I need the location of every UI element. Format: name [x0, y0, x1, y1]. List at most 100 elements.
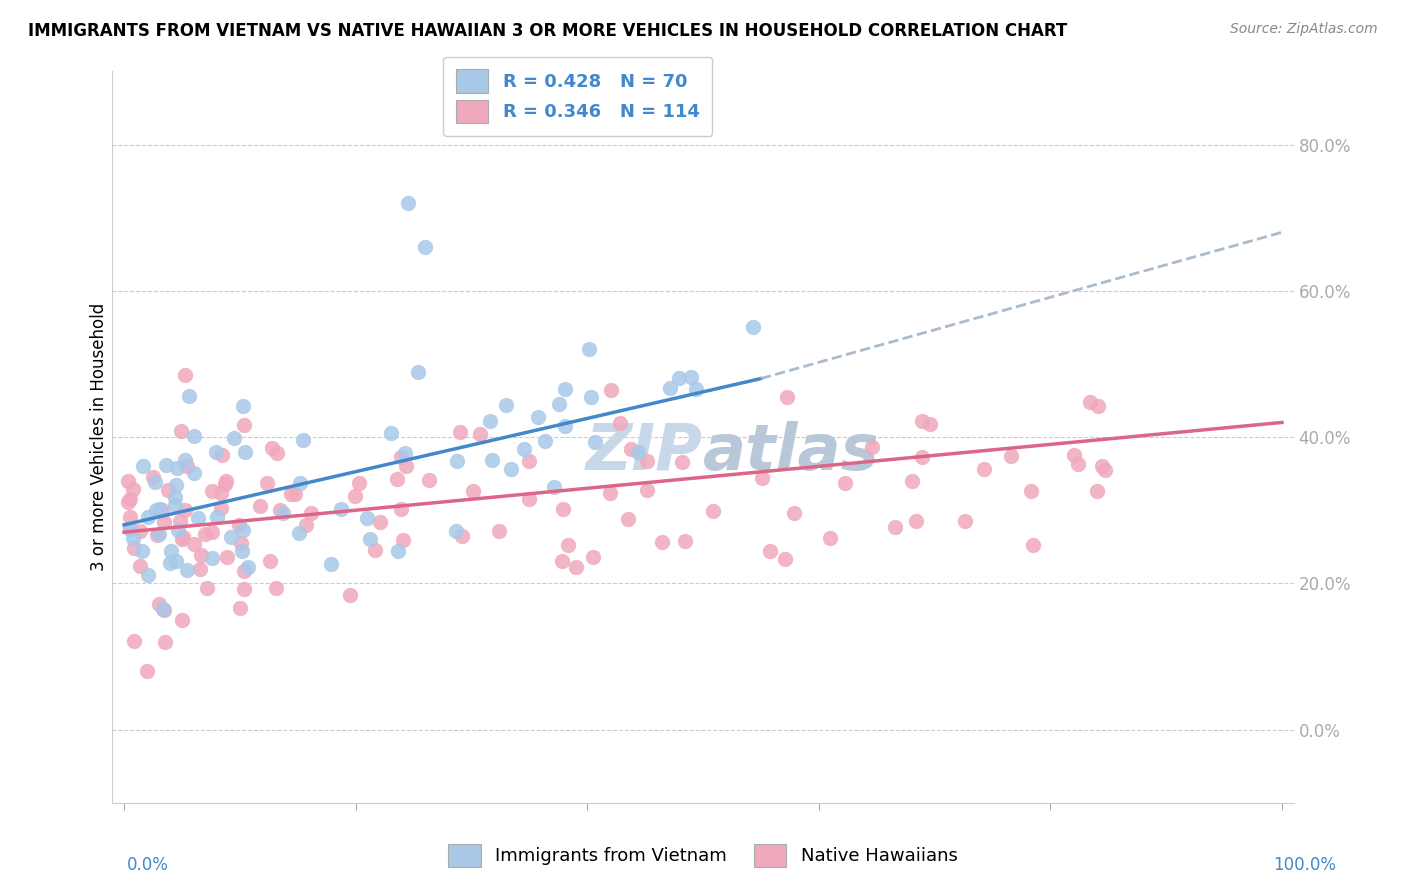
Point — [673, 534, 696, 549]
Point — [742, 320, 765, 334]
Point — [166, 524, 188, 538]
Point — [295, 517, 318, 532]
Point — [481, 453, 503, 467]
Legend: Immigrants from Vietnam, Native Hawaiians: Immigrants from Vietnam, Native Hawaiian… — [449, 844, 957, 867]
Point — [356, 511, 378, 525]
Point — [200, 551, 222, 566]
Point — [124, 634, 146, 648]
Point — [153, 635, 176, 649]
Point — [413, 240, 436, 254]
Point — [170, 613, 193, 627]
Point — [659, 381, 682, 395]
Point — [215, 474, 238, 488]
Point — [128, 558, 150, 573]
Point — [609, 416, 631, 430]
Point — [860, 440, 883, 454]
Point — [468, 427, 491, 442]
Point — [194, 527, 217, 541]
Point — [685, 383, 707, 397]
Point — [132, 458, 155, 473]
Point — [231, 536, 253, 550]
Point — [232, 564, 254, 578]
Point — [408, 365, 430, 379]
Point — [170, 425, 193, 439]
Point — [152, 503, 174, 517]
Point — [450, 529, 472, 543]
Point — [118, 522, 141, 536]
Point — [219, 530, 242, 544]
Point — [122, 531, 145, 545]
Point — [205, 445, 228, 459]
Point — [1067, 457, 1090, 471]
Point — [1094, 463, 1116, 477]
Point — [122, 482, 145, 496]
Point — [395, 459, 418, 474]
Point — [751, 471, 773, 485]
Point — [583, 435, 606, 450]
Point — [149, 502, 172, 516]
Point — [636, 454, 658, 468]
Point — [163, 498, 186, 512]
Point — [1019, 484, 1042, 499]
Point — [446, 454, 468, 468]
Point — [773, 552, 796, 566]
Point — [389, 502, 412, 516]
Point — [159, 556, 181, 570]
Point — [368, 516, 391, 530]
Point — [553, 501, 575, 516]
Point — [391, 533, 413, 547]
Point — [380, 425, 402, 440]
Point — [148, 526, 170, 541]
Point — [953, 514, 976, 528]
Point — [201, 524, 224, 539]
Point — [394, 446, 416, 460]
Point — [973, 461, 995, 475]
Point — [217, 549, 239, 564]
Point — [176, 458, 198, 473]
Point — [548, 397, 571, 411]
Point — [364, 543, 387, 558]
Point — [231, 543, 253, 558]
Point — [214, 477, 236, 491]
Point — [519, 454, 541, 468]
Point — [321, 558, 343, 572]
Point — [224, 431, 246, 445]
Point — [517, 492, 540, 507]
Point — [229, 600, 252, 615]
Point — [1078, 395, 1101, 409]
Point — [165, 478, 187, 492]
Point — [389, 450, 412, 464]
Point — [183, 429, 205, 443]
Point — [616, 512, 638, 526]
Point — [166, 460, 188, 475]
Point — [339, 588, 361, 602]
Point — [565, 560, 588, 574]
Point — [120, 521, 142, 535]
Point — [201, 484, 224, 499]
Point — [266, 446, 288, 460]
Point — [259, 554, 281, 568]
Point — [228, 518, 250, 533]
Point — [122, 541, 145, 555]
Point — [155, 458, 177, 472]
Point — [461, 483, 484, 498]
Point — [1021, 538, 1043, 552]
Point — [188, 562, 211, 576]
Point — [183, 536, 205, 550]
Point — [904, 514, 927, 528]
Point — [288, 525, 311, 540]
Point — [143, 475, 166, 490]
Point — [173, 453, 195, 467]
Point — [359, 533, 381, 547]
Point — [651, 534, 673, 549]
Point — [233, 418, 256, 433]
Point — [190, 548, 212, 562]
Point — [136, 510, 159, 524]
Point — [232, 399, 254, 413]
Point — [129, 524, 152, 538]
Point — [271, 507, 294, 521]
Point — [554, 418, 576, 433]
Point — [600, 383, 623, 397]
Point — [136, 664, 159, 678]
Point — [131, 544, 153, 558]
